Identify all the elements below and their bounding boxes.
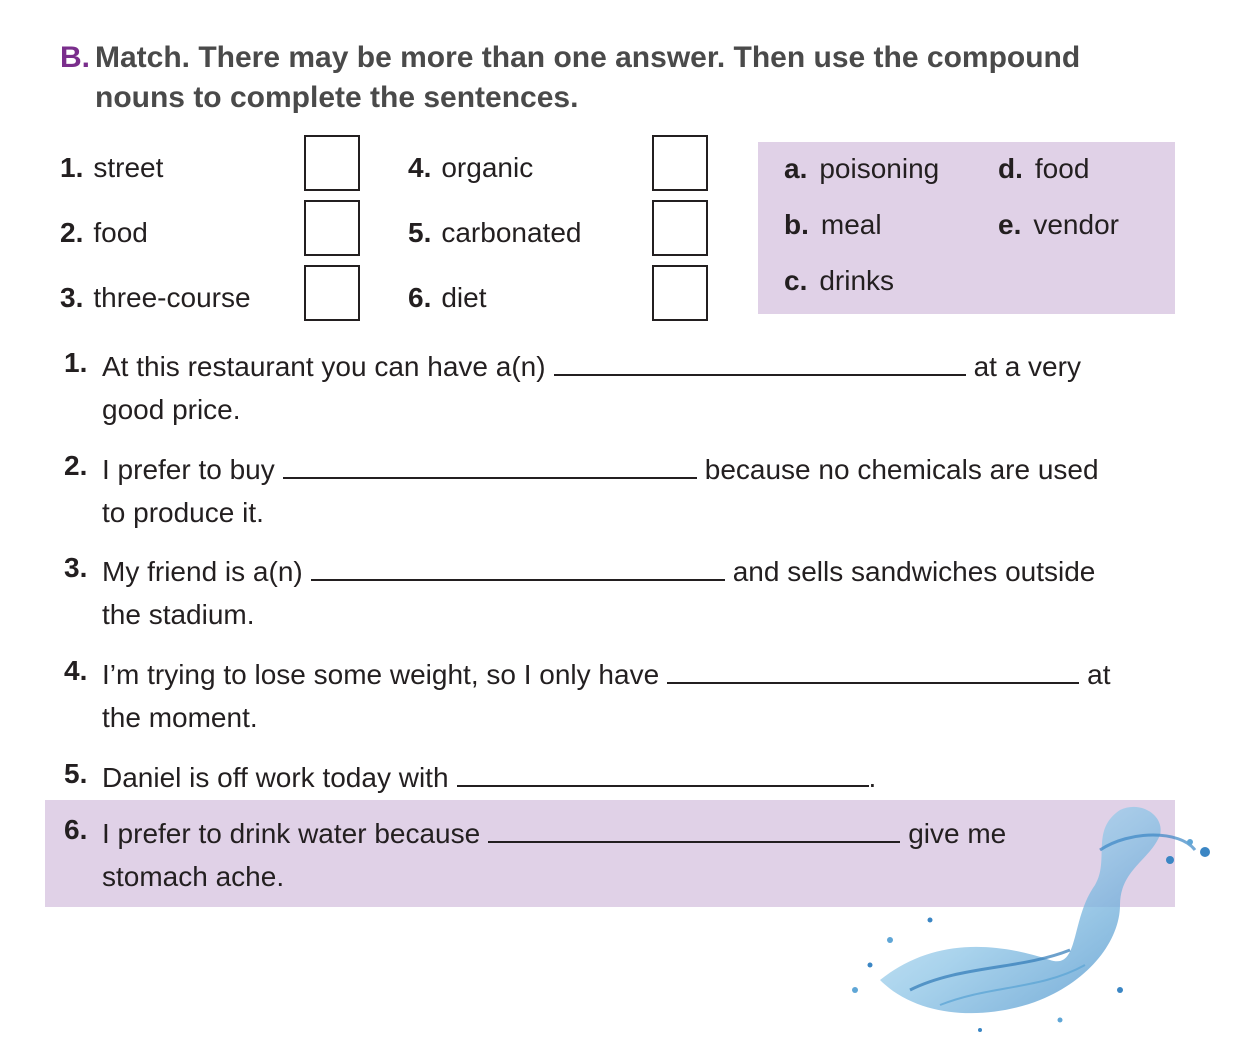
blank-5[interactable]: [456, 757, 869, 787]
instruction-line-1: Match. There may be more than one answer…: [95, 41, 1081, 74]
match-word-6: 6. diet: [408, 282, 487, 313]
answer-box-5[interactable]: [652, 200, 708, 256]
section-letter: B.: [60, 41, 90, 74]
match-word-2: 2. food: [60, 217, 148, 248]
answer-box-1[interactable]: [304, 135, 360, 191]
option-e: e. vendor: [998, 209, 1119, 240]
option-d: d. food: [998, 153, 1090, 184]
answer-box-6[interactable]: [652, 265, 708, 321]
instruction-line-2: nouns to complete the sentences.: [95, 81, 579, 114]
answer-box-3[interactable]: [304, 265, 360, 321]
option-c: c. drinks: [784, 265, 895, 296]
blank-3[interactable]: [310, 551, 725, 581]
match-word-1: 1. street: [60, 152, 164, 183]
match-word-3: 3. three-course: [60, 282, 251, 313]
match-word-5: 5. carbonated: [408, 217, 582, 248]
answer-box-4[interactable]: [652, 135, 708, 191]
match-word-4: 4. organic: [408, 152, 534, 183]
blank-6[interactable]: [488, 813, 901, 843]
water-splash-illustration: [852, 806, 1210, 1032]
blank-2[interactable]: [282, 449, 697, 479]
blank-1[interactable]: [553, 346, 966, 376]
highlight-band: [45, 800, 1175, 907]
option-a: a. poisoning: [784, 153, 940, 184]
options-panel: [758, 142, 1175, 314]
blank-4[interactable]: [667, 654, 1080, 684]
answer-box-2[interactable]: [304, 200, 360, 256]
option-b: b. meal: [784, 209, 882, 240]
